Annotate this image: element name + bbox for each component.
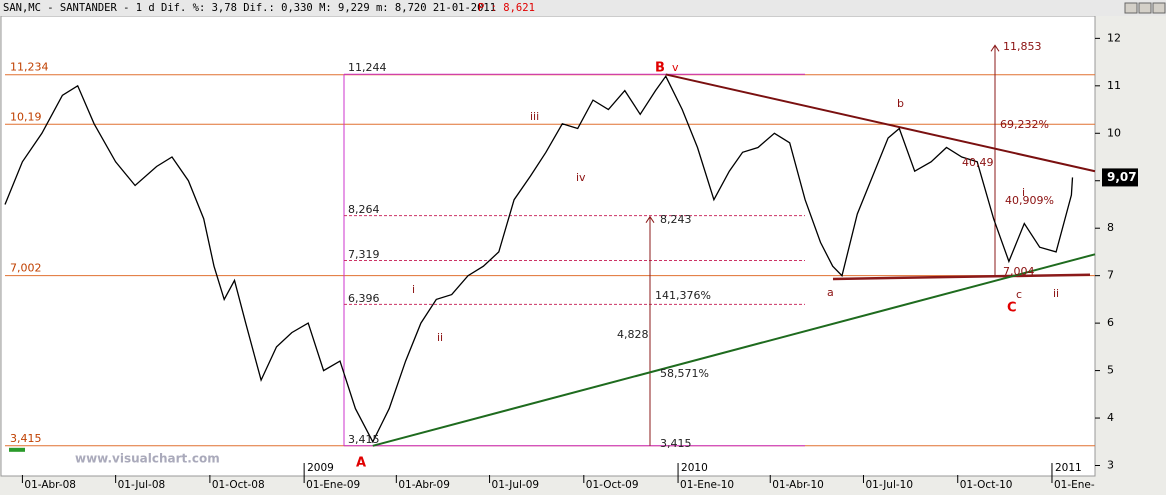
x-tick-label: 01-Jul-10 — [865, 479, 913, 491]
y-tick-label: 10 — [1107, 126, 1121, 139]
y-tick-label: 8 — [1107, 221, 1114, 234]
level-label: 11,234 — [10, 61, 49, 74]
maximize-button[interactable] — [1138, 2, 1152, 14]
year-label: 2011 — [1055, 462, 1082, 474]
close-button[interactable] — [1152, 2, 1166, 14]
annotation: v — [672, 61, 679, 74]
annotation: 6,396 — [348, 292, 380, 305]
annotation: i — [1022, 186, 1025, 199]
y-tick-label: 5 — [1107, 364, 1114, 377]
annotation: ii — [437, 331, 443, 344]
level-marker — [9, 447, 25, 452]
x-tick-label: 01-Ene-09 — [306, 479, 360, 491]
trend-line — [665, 73, 1096, 173]
annotation: A — [356, 456, 366, 471]
annotation: 3,415 — [660, 437, 692, 450]
minimize-button[interactable] — [1124, 2, 1138, 14]
annotation: 69,232% — [1000, 118, 1049, 131]
y-tick-label: 4 — [1107, 411, 1114, 424]
price-box-label: 9,07 — [1107, 170, 1137, 184]
header-bar — [0, 0, 1166, 16]
x-tick-label: 01-Oct-08 — [212, 479, 265, 491]
annotation: 40,909% — [1005, 194, 1054, 207]
header: SAN,MC - SANTANDER - 1 d Dif. %: 3,78 Di… — [3, 2, 496, 14]
year-label: 2009 — [307, 462, 334, 474]
watermark: www.visualchart.com — [75, 452, 220, 466]
annotation: b — [897, 97, 904, 110]
level-label: 3,415 — [10, 432, 42, 445]
annotation: 4,828 — [617, 328, 649, 341]
x-tick-label: 01-Abr-09 — [398, 479, 450, 491]
annotation: iii — [530, 110, 539, 123]
plot-area — [0, 15, 1096, 477]
y-tick-label: 11 — [1107, 79, 1121, 92]
annotation: C — [1007, 301, 1017, 316]
x-tick-label: 01-Abr-08 — [24, 479, 76, 491]
annotation: 3,415 — [348, 433, 380, 446]
annotation: 58,571% — [660, 367, 709, 380]
x-tick-label: 01-Jul-09 — [492, 479, 540, 491]
price-line — [4, 75, 1074, 444]
annotation: c — [1016, 288, 1022, 301]
x-tick-label: 01-Jul-08 — [118, 479, 166, 491]
x-tick-label: 01-Abr-10 — [772, 479, 824, 491]
annotation: 8,243 — [660, 213, 692, 226]
arrow-head — [990, 44, 1000, 52]
annotation: 7,004 — [1003, 265, 1035, 278]
annotation: i — [412, 283, 415, 296]
annotation: 141,376% — [655, 289, 711, 302]
y-tick-label: 3 — [1107, 459, 1114, 472]
year-label: 2010 — [681, 462, 708, 474]
arrow-head — [645, 215, 655, 223]
x-tick-label: 01-Oct-10 — [960, 479, 1013, 491]
price-box — [1102, 168, 1138, 187]
annotation: 7,319 — [348, 248, 380, 261]
annotation: 8,264 — [348, 203, 380, 216]
header-price: P : 8,621 — [478, 2, 535, 14]
x-tick-label: 01-Ene- — [1054, 479, 1095, 491]
annotation: 11,853 — [1003, 40, 1042, 53]
x-tick-label: 01-Ene-10 — [680, 479, 734, 491]
annotation: ii — [1053, 287, 1059, 300]
annotation: 40,49 — [962, 156, 994, 169]
annotation: B — [655, 61, 665, 76]
level-label: 10,19 — [10, 110, 42, 123]
annotation: a — [827, 286, 834, 299]
x-tick-label: 01-Oct-09 — [586, 479, 639, 491]
y-tick-label: 12 — [1107, 31, 1121, 44]
y-tick-label: 7 — [1107, 269, 1114, 282]
y-tick-label: 6 — [1107, 316, 1114, 329]
annotation: iv — [576, 171, 586, 184]
annotation: 11,244 — [348, 61, 387, 74]
level-label: 7,002 — [10, 262, 42, 275]
trend-line — [372, 253, 1096, 447]
support-line — [832, 273, 1091, 281]
